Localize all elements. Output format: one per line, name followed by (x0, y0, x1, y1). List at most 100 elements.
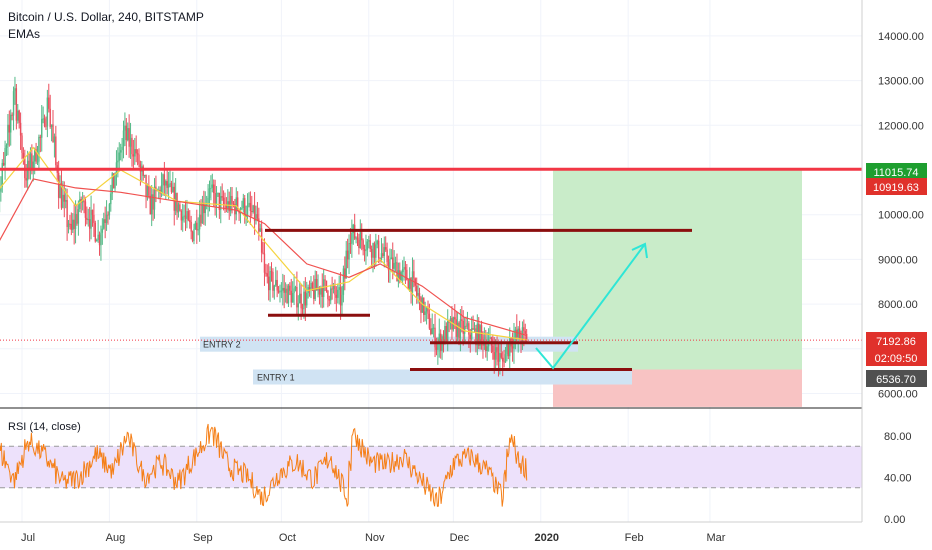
candle-body (427, 307, 429, 314)
candle-body (520, 338, 522, 342)
candle-body (150, 194, 153, 215)
candle-body (57, 172, 60, 198)
candle-body (187, 211, 190, 221)
candle-body (65, 200, 67, 202)
candle-body (165, 181, 167, 186)
candle-body (182, 216, 184, 221)
candle-body (313, 288, 315, 300)
candle-body (98, 234, 101, 246)
candle-body (332, 285, 335, 290)
candle-body (48, 97, 50, 109)
candle-body (124, 125, 126, 131)
candle-body (382, 253, 384, 257)
candle-body (263, 253, 266, 273)
price-tag-label: 11015.74 (873, 167, 918, 179)
price-tag-bg (866, 349, 927, 366)
candle-body (370, 248, 373, 258)
candle-body (244, 198, 246, 217)
price-tick-label: 12000.00 (878, 120, 924, 132)
entry-1-box (253, 369, 632, 385)
candle-body (108, 204, 111, 216)
candle-body (59, 183, 61, 198)
candle-body (41, 118, 43, 138)
candle-body (358, 239, 360, 248)
candle-body (236, 197, 239, 210)
price-tick-label: 6000.00 (878, 389, 918, 401)
candle-body (2, 162, 5, 166)
projection-arrow[interactable] (535, 242, 648, 370)
candle-body (311, 283, 314, 289)
candle-body (143, 174, 146, 176)
rsi-tick-label: 80.00 (884, 431, 912, 443)
time-axis[interactable]: Jul Aug Sep Oct Nov Dec 2020 Feb Mar (21, 532, 726, 544)
ema-lines (0, 146, 527, 341)
candle-body (100, 232, 102, 246)
time-tick-label: Nov (365, 532, 385, 544)
candle-body (197, 229, 199, 231)
candle-body (8, 124, 11, 133)
candle-body (366, 241, 369, 250)
candle-body (483, 342, 486, 346)
candle-body (318, 287, 321, 295)
candle-body (437, 343, 439, 350)
candle-body (411, 271, 414, 293)
ema-slow-line (0, 178, 527, 336)
rsi-band (0, 446, 862, 488)
drawn-levels[interactable] (0, 167, 862, 372)
candle-body (167, 184, 170, 188)
candle-body (473, 328, 476, 330)
time-tick-label: Dec (450, 532, 470, 544)
candle-body (279, 291, 281, 293)
candle-body (507, 343, 510, 357)
candle-body (36, 161, 39, 163)
candle-body (321, 287, 323, 297)
candle-body (249, 202, 252, 212)
candle-body (145, 174, 147, 198)
candle-body (245, 215, 247, 217)
candle-body (338, 287, 340, 290)
candle-body (359, 232, 362, 248)
candle-body (345, 250, 347, 279)
candle-body (372, 243, 374, 258)
candle-body (138, 154, 140, 165)
candle-body (198, 214, 201, 230)
candle-body (373, 243, 376, 258)
candle-body (28, 160, 30, 169)
candle-body (46, 97, 49, 127)
candle-body (356, 237, 359, 240)
candle-body (339, 287, 342, 306)
candle-body (163, 174, 166, 186)
candle-body (294, 286, 297, 289)
projection-path[interactable] (535, 243, 646, 370)
price-tag-label: 02:09:50 (875, 353, 918, 365)
rsi-tick-label: 40.00 (884, 472, 912, 484)
candle-body (93, 214, 95, 223)
candle-body (273, 285, 276, 291)
candle-body (87, 219, 89, 221)
candle-body (173, 186, 175, 211)
candle-body (4, 148, 6, 166)
candle-body (70, 223, 73, 230)
candle-body (293, 288, 295, 294)
candle-body (265, 272, 267, 274)
candle-body (225, 204, 228, 209)
candle-body (135, 149, 137, 154)
candle-body (503, 361, 505, 363)
candle-body (337, 289, 339, 298)
candle-body (63, 194, 65, 202)
candle-body (355, 237, 357, 239)
candle-body (315, 278, 318, 291)
candle-body (131, 137, 133, 155)
candle-body (492, 345, 494, 353)
candle-body (118, 152, 120, 161)
candle-body (81, 200, 84, 203)
candle-body (449, 318, 452, 323)
candle-body (290, 290, 292, 303)
candle-body (262, 252, 264, 254)
candle-body (334, 285, 336, 295)
ema-fast-line (0, 146, 527, 341)
candle-body (286, 288, 288, 304)
candle-body (53, 136, 56, 143)
candle-body (104, 219, 106, 223)
